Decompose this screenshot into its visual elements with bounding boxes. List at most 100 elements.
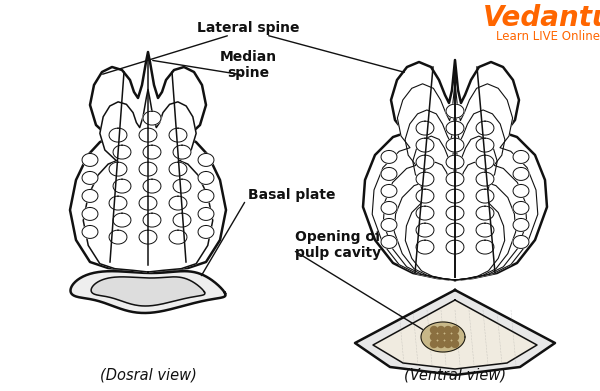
Polygon shape — [381, 185, 397, 197]
Text: Basal plate: Basal plate — [248, 188, 335, 202]
Polygon shape — [476, 240, 494, 254]
Circle shape — [445, 341, 452, 348]
Polygon shape — [113, 145, 131, 159]
Polygon shape — [513, 235, 529, 248]
Polygon shape — [169, 128, 187, 142]
Polygon shape — [476, 223, 494, 237]
Text: (Ventral view): (Ventral view) — [404, 368, 506, 382]
Polygon shape — [416, 138, 434, 152]
Circle shape — [445, 326, 452, 334]
Polygon shape — [446, 172, 464, 186]
Polygon shape — [70, 52, 226, 272]
Polygon shape — [394, 135, 516, 280]
Polygon shape — [169, 162, 187, 176]
Polygon shape — [446, 189, 464, 203]
Polygon shape — [82, 226, 98, 239]
Polygon shape — [383, 108, 527, 280]
Polygon shape — [373, 300, 537, 369]
Polygon shape — [372, 82, 538, 280]
Circle shape — [445, 334, 452, 341]
Polygon shape — [173, 213, 191, 227]
Polygon shape — [198, 153, 214, 167]
Polygon shape — [82, 153, 98, 167]
Polygon shape — [109, 162, 127, 176]
Circle shape — [452, 334, 458, 341]
Polygon shape — [363, 60, 547, 280]
Polygon shape — [82, 190, 98, 203]
Polygon shape — [381, 235, 397, 248]
Polygon shape — [513, 185, 529, 197]
Text: Lateral spine: Lateral spine — [197, 21, 299, 35]
Polygon shape — [109, 196, 127, 210]
Polygon shape — [139, 230, 157, 244]
Text: (Dosral view): (Dosral view) — [100, 368, 196, 382]
Polygon shape — [139, 162, 157, 176]
Polygon shape — [446, 121, 464, 135]
Polygon shape — [143, 213, 161, 227]
Text: Learn LIVE Online: Learn LIVE Online — [496, 29, 600, 43]
Polygon shape — [513, 167, 529, 180]
Circle shape — [437, 341, 445, 348]
Polygon shape — [416, 172, 434, 186]
Polygon shape — [476, 155, 494, 169]
Polygon shape — [139, 128, 157, 142]
Polygon shape — [381, 201, 397, 214]
Polygon shape — [381, 167, 397, 180]
Polygon shape — [446, 206, 464, 220]
Circle shape — [452, 341, 458, 348]
Polygon shape — [416, 206, 434, 220]
Polygon shape — [143, 111, 161, 125]
Text: Vedantu: Vedantu — [483, 4, 600, 32]
Polygon shape — [446, 138, 464, 152]
Polygon shape — [355, 290, 555, 375]
Polygon shape — [143, 145, 161, 159]
Text: Opening of
pulp cavity: Opening of pulp cavity — [295, 230, 381, 260]
Polygon shape — [169, 196, 187, 210]
Polygon shape — [198, 208, 214, 221]
Polygon shape — [446, 155, 464, 169]
Polygon shape — [83, 90, 213, 272]
Polygon shape — [476, 121, 494, 135]
Polygon shape — [416, 223, 434, 237]
Polygon shape — [421, 322, 465, 352]
Circle shape — [437, 326, 445, 334]
Circle shape — [452, 326, 458, 334]
Polygon shape — [513, 151, 529, 163]
Polygon shape — [381, 151, 397, 163]
Polygon shape — [406, 161, 505, 280]
Polygon shape — [446, 240, 464, 254]
Polygon shape — [143, 179, 161, 193]
Polygon shape — [476, 138, 494, 152]
Polygon shape — [476, 189, 494, 203]
Polygon shape — [173, 179, 191, 193]
Polygon shape — [113, 179, 131, 193]
Text: Median
spine: Median spine — [220, 50, 277, 80]
Polygon shape — [416, 240, 434, 254]
Polygon shape — [82, 208, 98, 221]
Polygon shape — [113, 213, 131, 227]
Polygon shape — [476, 206, 494, 220]
Circle shape — [431, 326, 437, 334]
Polygon shape — [476, 172, 494, 186]
Polygon shape — [446, 223, 464, 237]
Circle shape — [431, 341, 437, 348]
Polygon shape — [109, 230, 127, 244]
Polygon shape — [513, 219, 529, 231]
Polygon shape — [416, 121, 434, 135]
Polygon shape — [169, 230, 187, 244]
Polygon shape — [91, 277, 205, 306]
Polygon shape — [173, 145, 191, 159]
Circle shape — [431, 334, 437, 341]
Polygon shape — [139, 196, 157, 210]
Polygon shape — [198, 171, 214, 185]
Circle shape — [437, 334, 445, 341]
Polygon shape — [416, 155, 434, 169]
Polygon shape — [71, 271, 226, 313]
Polygon shape — [416, 189, 434, 203]
Polygon shape — [82, 171, 98, 185]
Polygon shape — [513, 201, 529, 214]
Polygon shape — [198, 226, 214, 239]
Polygon shape — [381, 219, 397, 231]
Polygon shape — [109, 128, 127, 142]
Polygon shape — [446, 104, 464, 118]
